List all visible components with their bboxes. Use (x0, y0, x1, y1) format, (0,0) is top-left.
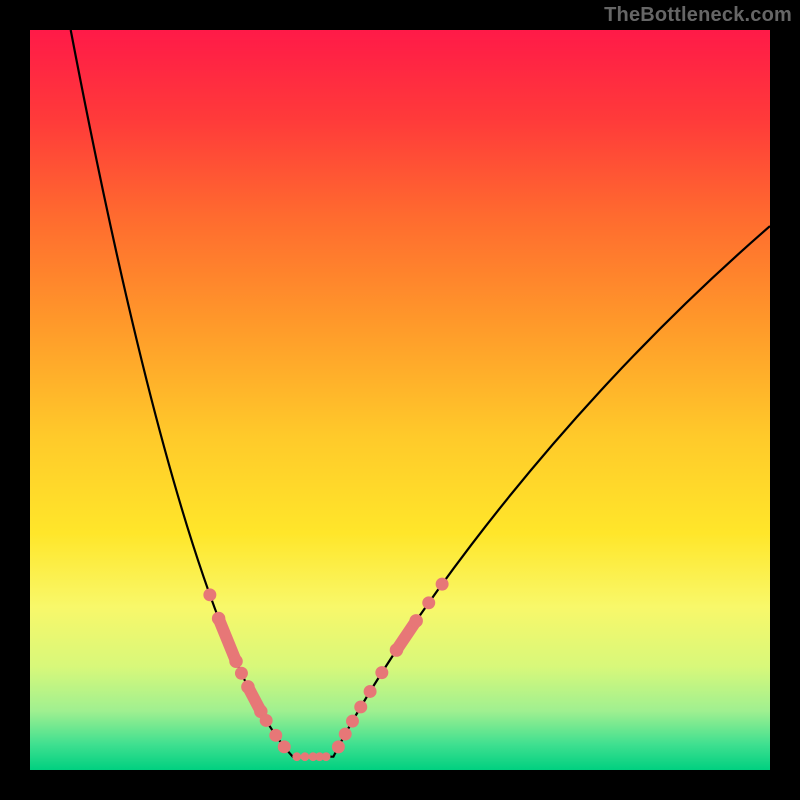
marker-dot (203, 588, 216, 601)
marker-dot (260, 714, 273, 727)
marker-dot (292, 752, 301, 761)
marker-dot (375, 666, 388, 679)
marker-dot (436, 578, 449, 591)
chart-svg (0, 0, 800, 800)
gradient-background (30, 30, 770, 770)
marker-dot (339, 728, 352, 741)
marker-dot (346, 715, 359, 728)
marker-dot (229, 654, 243, 668)
marker-dot (235, 667, 248, 680)
marker-dot (422, 596, 435, 609)
marker-dot (390, 643, 404, 657)
marker-dot (409, 614, 423, 628)
marker-dot (332, 740, 345, 753)
watermark-text: TheBottleneck.com (604, 4, 792, 27)
marker-dot (278, 740, 291, 753)
marker-dot (301, 752, 310, 761)
marker-dot (241, 680, 255, 694)
marker-dot (322, 752, 331, 761)
chart-frame: TheBottleneck.com (0, 0, 800, 800)
marker-dot (364, 685, 377, 698)
marker-dot (354, 700, 367, 713)
marker-dot (212, 612, 226, 626)
marker-dot (269, 729, 282, 742)
